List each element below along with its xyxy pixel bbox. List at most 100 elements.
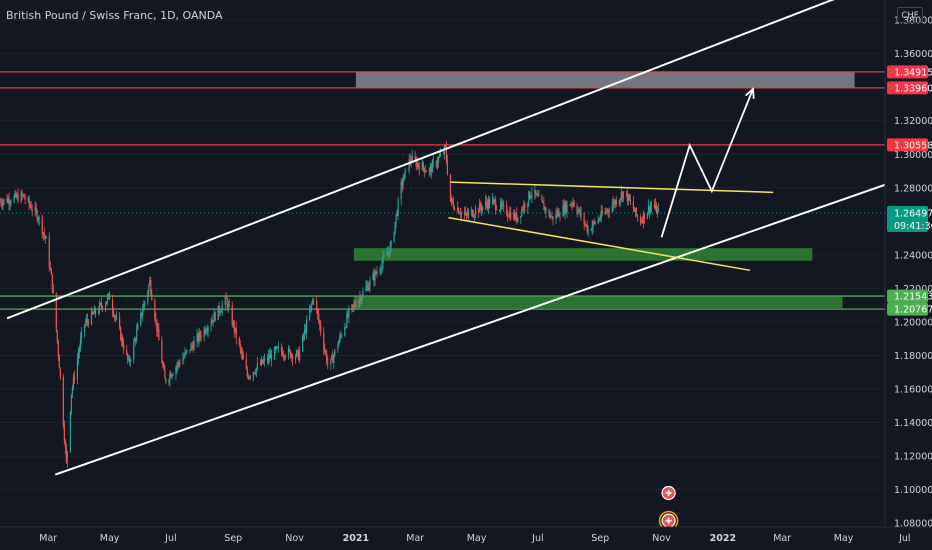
currency-button[interactable]: CHF bbox=[897, 7, 923, 23]
candle-body bbox=[341, 335, 343, 337]
candle-body bbox=[650, 204, 653, 207]
candle-body bbox=[43, 232, 45, 236]
candle-body bbox=[459, 213, 462, 215]
candle-body bbox=[353, 304, 355, 306]
candle-body bbox=[500, 202, 502, 210]
candle-body bbox=[576, 206, 578, 213]
candle-body bbox=[640, 220, 643, 223]
candle-body bbox=[130, 360, 132, 362]
candle-body bbox=[199, 332, 201, 337]
candle-body bbox=[570, 204, 572, 206]
wedge-line[interactable] bbox=[450, 181, 774, 194]
time-tick-label: Nov bbox=[652, 533, 671, 544]
candle-body bbox=[456, 208, 459, 211]
projection-path[interactable] bbox=[660, 88, 754, 238]
candle-body bbox=[355, 306, 357, 308]
candle-body bbox=[157, 329, 159, 332]
candle-body bbox=[422, 162, 424, 168]
candle-body bbox=[287, 348, 290, 357]
price-tick-label: 1.30000 bbox=[894, 150, 932, 161]
support-price-tag-label: 1.20767 bbox=[894, 305, 932, 316]
candle-body bbox=[556, 212, 558, 216]
candle-body bbox=[197, 334, 199, 341]
time-tick-label: 2021 bbox=[343, 533, 369, 544]
candle-body bbox=[496, 209, 498, 211]
candle-body bbox=[269, 354, 272, 359]
supply-zone[interactable] bbox=[355, 71, 855, 88]
candle-body bbox=[23, 194, 25, 199]
candle-body bbox=[424, 171, 426, 173]
candle-body bbox=[31, 209, 33, 211]
candle-body bbox=[620, 192, 622, 199]
candle-body bbox=[55, 292, 57, 331]
candle-body bbox=[514, 213, 516, 220]
candle-body bbox=[388, 252, 390, 255]
candle-body bbox=[516, 212, 518, 222]
channel-line[interactable] bbox=[54, 167, 932, 476]
channel-line[interactable] bbox=[6, 0, 837, 320]
candle-body bbox=[261, 359, 264, 364]
candle-body bbox=[178, 362, 180, 364]
candle-body bbox=[549, 211, 551, 218]
candle-body bbox=[284, 356, 287, 358]
candle-body bbox=[421, 162, 423, 171]
candle-body bbox=[369, 279, 371, 287]
wedge-line[interactable] bbox=[448, 216, 751, 272]
candle-body bbox=[611, 205, 613, 212]
candle-body bbox=[503, 204, 505, 206]
time-tick-label: Jul bbox=[898, 533, 910, 544]
support-price-tag-label: 1.21543 bbox=[894, 292, 932, 303]
candle-body bbox=[186, 349, 188, 352]
candle-body bbox=[106, 296, 109, 302]
candle-body bbox=[203, 328, 205, 338]
candle-body bbox=[445, 146, 447, 162]
candle-body bbox=[164, 369, 166, 379]
candle-body bbox=[282, 355, 285, 357]
candle-body bbox=[71, 387, 73, 395]
candle-body bbox=[618, 200, 620, 205]
time-axis[interactable] bbox=[0, 527, 932, 550]
candle-body bbox=[245, 359, 247, 369]
candle-body bbox=[220, 311, 222, 313]
candle-body bbox=[97, 311, 100, 314]
candle-body bbox=[135, 339, 137, 341]
candle-body bbox=[198, 332, 200, 341]
candle-body bbox=[185, 351, 187, 353]
candle-body bbox=[22, 194, 24, 196]
candle-body bbox=[169, 373, 171, 381]
candle-body bbox=[241, 353, 243, 356]
time-tick-label: 2022 bbox=[710, 533, 736, 544]
candle-body bbox=[283, 355, 286, 358]
candle-body bbox=[411, 156, 413, 163]
time-tick-label: May bbox=[100, 533, 120, 544]
candle-body bbox=[584, 223, 586, 225]
candle-body bbox=[383, 255, 385, 257]
candle-body bbox=[8, 198, 10, 205]
time-tick-label: Nov bbox=[285, 533, 304, 544]
demand-zone[interactable] bbox=[353, 296, 843, 309]
candle-body bbox=[656, 209, 659, 214]
candle-body bbox=[234, 327, 236, 332]
candle-body bbox=[655, 204, 658, 214]
candle-body bbox=[488, 199, 490, 209]
candle-body bbox=[316, 300, 318, 310]
candle-body bbox=[430, 166, 432, 173]
candle-body bbox=[466, 214, 469, 216]
candle-body bbox=[206, 331, 208, 332]
candle-body bbox=[34, 207, 36, 211]
candle-body bbox=[541, 195, 543, 202]
demand-zone[interactable] bbox=[353, 248, 813, 261]
time-tick-label: Sep bbox=[591, 533, 609, 544]
candle-body bbox=[615, 200, 617, 205]
candle-body bbox=[59, 367, 61, 377]
candle-body bbox=[351, 304, 353, 309]
candle-body bbox=[1, 203, 3, 206]
candle-body bbox=[116, 317, 118, 319]
candle-body bbox=[365, 286, 367, 292]
candle-body bbox=[520, 215, 522, 218]
candle-body bbox=[254, 373, 256, 374]
candle-body bbox=[107, 293, 110, 297]
candle-body bbox=[460, 212, 463, 215]
